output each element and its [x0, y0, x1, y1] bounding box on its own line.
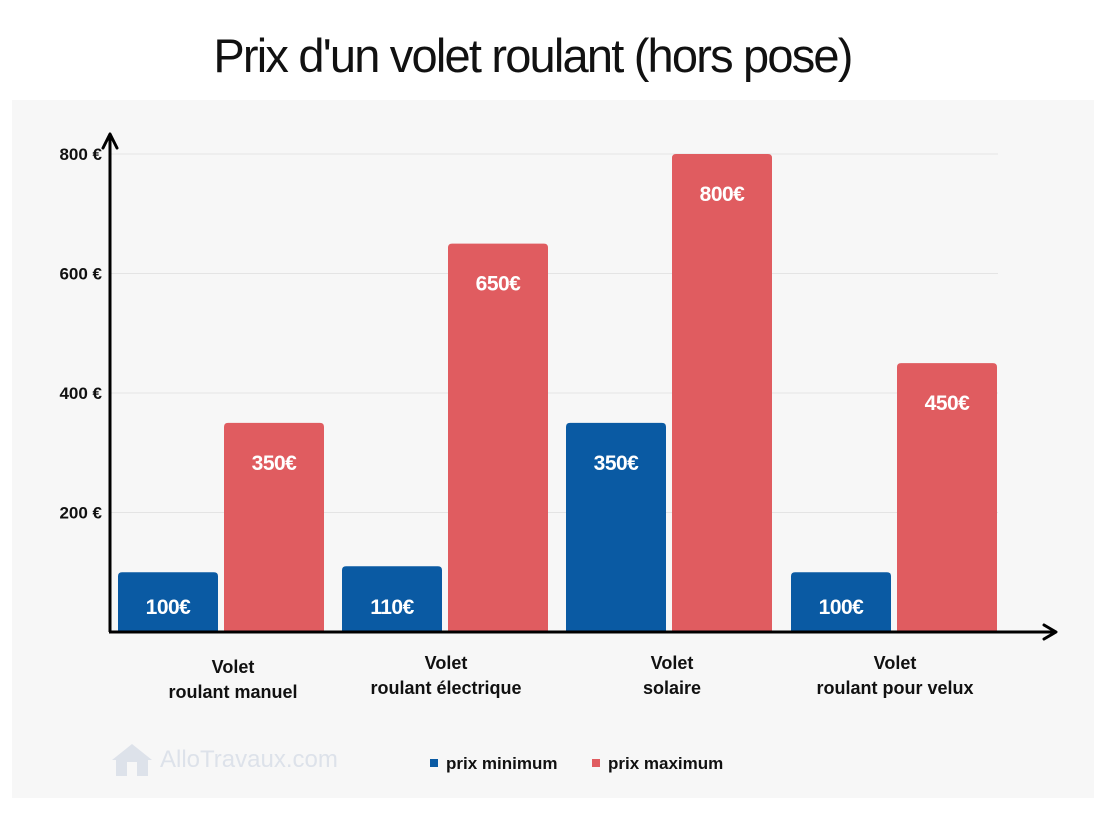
y-tick-label: 800 €	[59, 145, 102, 164]
data-label: 650€	[476, 273, 522, 296]
category-label: Volet	[212, 657, 255, 677]
category-label: Volet	[874, 653, 917, 673]
category-label: roulant manuel	[168, 682, 297, 702]
category-label: roulant électrique	[370, 678, 521, 698]
data-label: 800€	[700, 183, 746, 206]
category-label: solaire	[643, 678, 701, 698]
data-label: 450€	[925, 392, 971, 415]
x-axis-arrow	[1042, 623, 1058, 641]
legend-swatch-max	[592, 758, 600, 767]
legend-item-max: prix maximum	[592, 754, 723, 774]
legend-label-max: prix maximum	[608, 754, 724, 773]
legend-label-min: prix minimum	[446, 754, 558, 773]
category-label: Volet	[651, 653, 694, 673]
bar-max	[448, 243, 548, 632]
bar-max	[672, 154, 772, 632]
bar-min	[566, 422, 666, 632]
y-tick-label: 600 €	[59, 265, 102, 284]
bar-min	[791, 572, 891, 632]
allotravaux-logo: AlloTravaux.com	[110, 742, 338, 778]
category-label: roulant pour velux	[816, 678, 973, 698]
legend-swatch-min	[430, 758, 438, 767]
data-label: 350€	[252, 452, 298, 475]
bar-max	[224, 422, 324, 632]
watermark-text: AlloTravaux.com	[160, 746, 338, 773]
bar-max	[897, 363, 997, 632]
data-label: 100€	[146, 596, 192, 619]
category-label: Volet	[425, 653, 468, 673]
bar-min	[342, 566, 442, 632]
data-label: 100€	[819, 596, 865, 619]
house-icon	[112, 744, 152, 776]
legend-item-min: prix minimum	[430, 754, 557, 774]
chart-title: Prix d'un volet roulant (hors pose)	[213, 29, 853, 82]
y-tick-label: 200 €	[59, 504, 102, 523]
data-label: 350€	[594, 452, 640, 475]
bar-min	[118, 572, 218, 632]
y-tick-label: 400 €	[59, 384, 102, 403]
data-label: 110€	[370, 596, 414, 619]
y-axis-arrow	[101, 132, 119, 150]
